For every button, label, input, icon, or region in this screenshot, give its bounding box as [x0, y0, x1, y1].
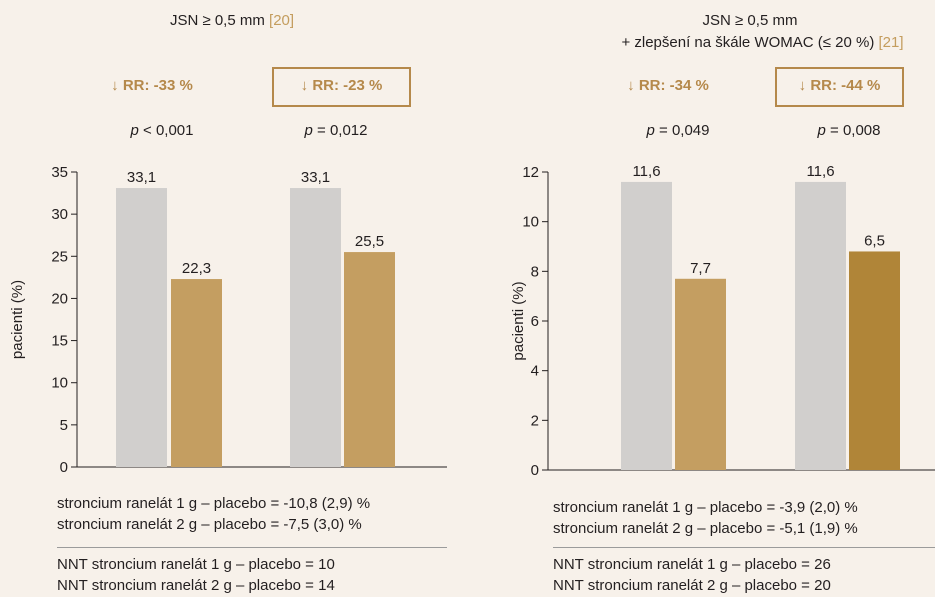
- y-tick-label: 12: [522, 164, 539, 181]
- chart-title-text: JSN ≥ 0,5 mm: [169, 12, 265, 29]
- bar: [675, 278, 726, 470]
- bar: [171, 279, 222, 467]
- nnt-note: NNT stroncium ranelát 1 g – placebo = 26: [553, 556, 831, 573]
- rr-label-group-2: ↓ RR: -23 %: [300, 77, 383, 94]
- notes-divider: [553, 547, 935, 548]
- chart-title: JSN ≥ 0,5 mm: [625, 12, 875, 29]
- y-tick-label: 15: [51, 333, 68, 350]
- bar-value-label: 22,3: [182, 260, 211, 277]
- p-symbol: p: [646, 122, 655, 139]
- y-tick-label: 10: [51, 375, 68, 392]
- y-tick-label: 10: [522, 214, 539, 231]
- bar: [290, 188, 341, 467]
- p-symbol: p: [817, 122, 826, 139]
- y-tick-label: 6: [531, 313, 539, 330]
- bar-chart: 0 5 10 15 20 25 30 35 pacienti (%) 33,1 22,3 33,1 25…: [9, 164, 447, 476]
- y-tick-label: 0: [531, 462, 539, 479]
- chart-title: JSN ≥ 0,5 mm [20]: [117, 12, 347, 29]
- y-tick-label: 5: [60, 417, 68, 434]
- p-value-text: = 0,049: [659, 122, 710, 139]
- rr-box-group-2: [272, 67, 411, 107]
- difference-note: stroncium ranelát 2 g – placebo = -7,5 (…: [57, 516, 362, 533]
- y-tick-label: 20: [51, 290, 68, 307]
- p-value-group-2: p = 0,008: [789, 122, 909, 139]
- chart-title-reference: [21]: [878, 34, 904, 51]
- nnt-note: NNT stroncium ranelát 2 g – placebo = 14: [57, 577, 335, 594]
- difference-notes: stroncium ranelát 1 g – placebo = -10,8 …: [57, 493, 370, 535]
- bar: [621, 181, 672, 470]
- difference-note: stroncium ranelát 2 g – placebo = -5,1 (…: [553, 520, 858, 537]
- chart-title-text: JSN ≥ 0,5 mm: [702, 12, 798, 29]
- chart-title-second-line: + zlepšení na škále WOMAC (≤ 20 %) [21]: [590, 34, 935, 51]
- p-value-group-1: p = 0,049: [618, 122, 738, 139]
- bar-value-label: 25,5: [355, 233, 384, 250]
- bar: [849, 251, 900, 470]
- chart-title-reference: [20]: [269, 12, 295, 29]
- nnt-note: NNT stroncium ranelát 2 g – placebo = 20: [553, 577, 831, 594]
- y-axis-label: pacienti (%): [9, 280, 26, 359]
- chart-panel-left: JSN ≥ 0,5 mm [20] ↓ RR: -33 % ↓ RR: -23 …: [0, 0, 467, 597]
- bar-value-label: 11,6: [806, 163, 834, 180]
- bar: [795, 181, 846, 470]
- y-tick-label: 35: [51, 164, 68, 181]
- y-tick-label: 30: [51, 206, 68, 223]
- p-value-text: < 0,001: [143, 122, 194, 139]
- p-value-text: = 0,008: [830, 122, 881, 139]
- chart-panel-right: JSN ≥ 0,5 mm + zlepšení na škále WOMAC (…: [505, 0, 935, 597]
- difference-note: stroncium ranelát 1 g – placebo = -3,9 (…: [553, 499, 858, 516]
- nnt-notes: NNT stroncium ranelát 1 g – placebo = 26…: [553, 554, 831, 596]
- bar-value-label: 33,1: [127, 169, 156, 186]
- bar-chart: 0 2 4 6 8 10 12 pacienti (%) 11,6 7,7 11,6 6,5: [510, 163, 935, 479]
- bar-value-label: 33,1: [301, 169, 330, 186]
- bar-value-label: 6,5: [864, 232, 885, 249]
- p-symbol: p: [304, 122, 313, 139]
- rr-label-group-2: ↓ RR: -44 %: [798, 77, 881, 94]
- y-tick-label: 8: [531, 263, 539, 280]
- p-value-group-1: p < 0,001: [102, 122, 222, 139]
- p-value-group-2: p = 0,012: [276, 122, 396, 139]
- y-tick-label: 25: [51, 248, 68, 265]
- y-axis-label: pacienti (%): [510, 281, 527, 360]
- difference-notes: stroncium ranelát 1 g – placebo = -3,9 (…: [553, 497, 858, 539]
- p-value-text: = 0,012: [317, 122, 368, 139]
- bar: [116, 188, 167, 467]
- chart-title-text: + zlepšení na škále WOMAC (≤ 20 %): [621, 34, 875, 51]
- nnt-note: NNT stroncium ranelát 1 g – placebo = 10: [57, 556, 335, 573]
- difference-note: stroncium ranelát 1 g – placebo = -10,8 …: [57, 495, 371, 512]
- y-tick-label: 2: [531, 412, 539, 429]
- y-tick-label: 0: [60, 459, 68, 476]
- bar: [344, 252, 395, 467]
- bar-value-label: 7,7: [690, 260, 711, 277]
- rr-box-group-2: [775, 67, 904, 107]
- rr-label-group-1: ↓ RR: -34 %: [627, 77, 709, 94]
- notes-divider: [57, 547, 447, 548]
- p-symbol: p: [130, 122, 139, 139]
- nnt-notes: NNT stroncium ranelát 1 g – placebo = 10…: [57, 554, 335, 596]
- bar-value-label: 11,6: [632, 163, 660, 180]
- y-tick-label: 4: [531, 363, 539, 380]
- rr-label-group-1: ↓ RR: -33 %: [111, 77, 193, 94]
